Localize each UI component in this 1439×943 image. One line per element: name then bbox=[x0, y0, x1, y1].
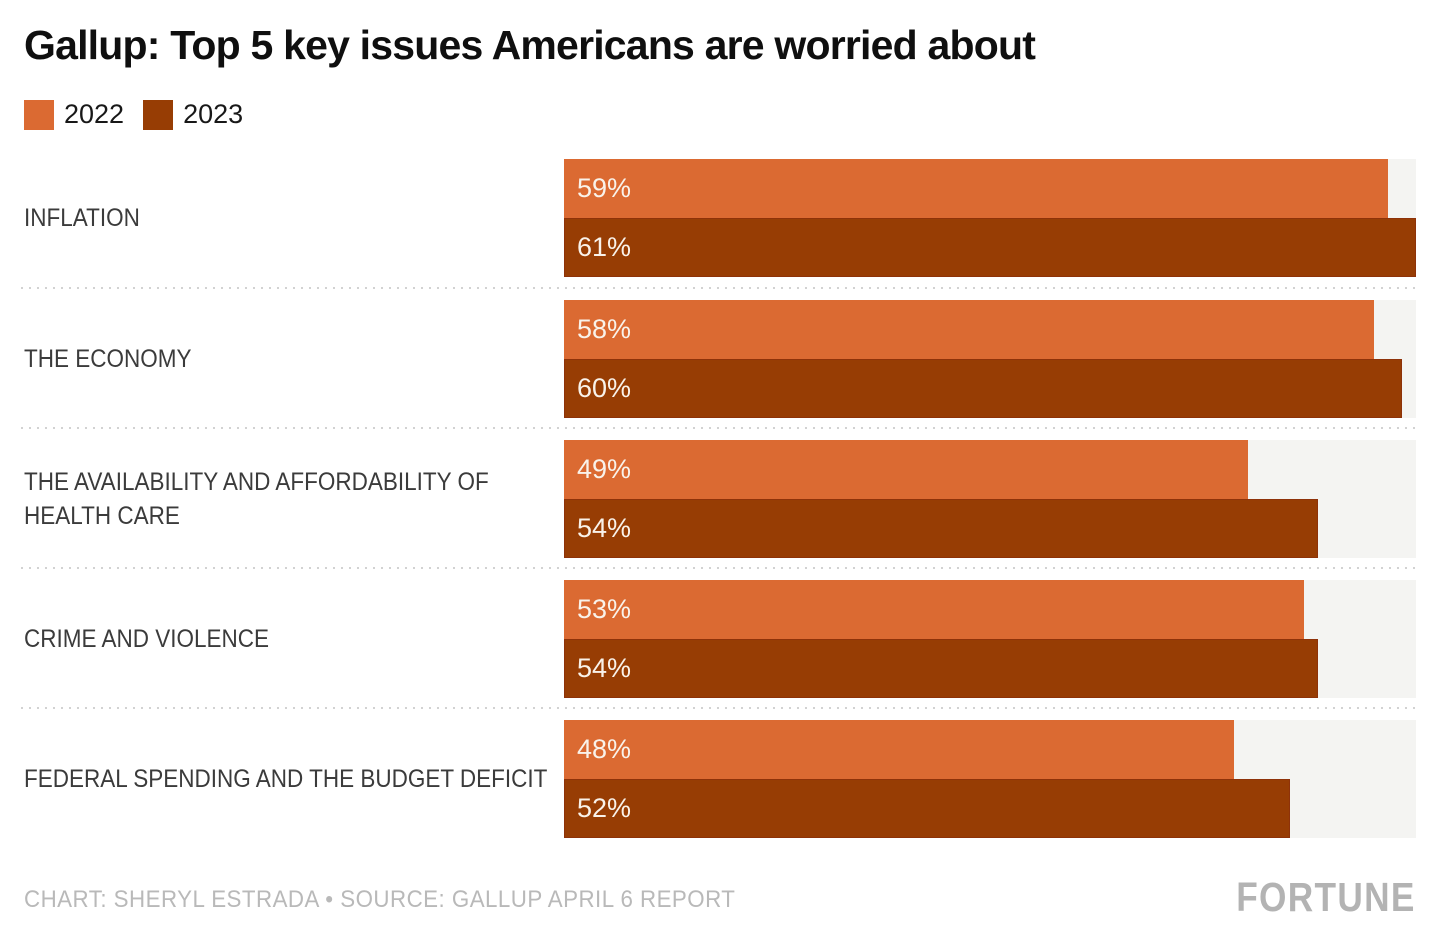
category-label: INFLATION bbox=[24, 159, 140, 277]
category-label-line: INFLATION bbox=[24, 203, 140, 232]
legend-label: 2023 bbox=[183, 99, 244, 129]
category-label-line: FEDERAL SPENDING AND THE BUDGET DEFICIT bbox=[24, 764, 548, 793]
bar-track: 59% 61% bbox=[564, 159, 1416, 277]
row-separator bbox=[21, 707, 1417, 709]
bar-2023: 54% bbox=[564, 499, 1319, 558]
fortune-logo: FORTUNE bbox=[1236, 874, 1416, 920]
bar-2023: 52% bbox=[564, 779, 1291, 838]
legend-item: 2022 bbox=[24, 99, 124, 130]
bar-track: 48% 52% bbox=[564, 720, 1416, 838]
bar-track: 53% 54% bbox=[564, 580, 1416, 698]
bar-value-label: 52% bbox=[577, 793, 632, 823]
chart-title: Gallup: Top 5 key issues Americans are w… bbox=[24, 22, 1036, 68]
bar-value-label: 60% bbox=[577, 373, 632, 403]
row-separator bbox=[21, 567, 1417, 569]
bar-2023: 54% bbox=[564, 639, 1319, 698]
bar-value-label: 53% bbox=[577, 594, 632, 624]
legend-item: 2023 bbox=[143, 99, 243, 130]
category-label-line: THE ECONOMY bbox=[24, 344, 192, 373]
category-label-line: CRIME AND VIOLENCE bbox=[24, 624, 270, 653]
bar-value-label: 58% bbox=[577, 314, 632, 344]
bar-2023: 60% bbox=[564, 359, 1403, 418]
category-label-line: HEALTH CARE bbox=[24, 502, 180, 530]
bar-track: 58% 60% bbox=[564, 300, 1416, 418]
legend-label: 2022 bbox=[64, 99, 125, 129]
bar-value-label: 54% bbox=[577, 513, 632, 543]
row-separator bbox=[21, 287, 1417, 289]
bar-2022: 59% bbox=[564, 159, 1389, 218]
bar-track: 49% 54% bbox=[564, 440, 1416, 558]
row-separator bbox=[21, 427, 1417, 429]
legend-swatch-icon bbox=[24, 99, 54, 130]
category-group: THE AVAILABILITY AND AFFORDABILITY OF HEA… bbox=[0, 440, 1439, 558]
bar-value-label: 49% bbox=[577, 454, 632, 484]
source-credit: CHART: SHERYL ESTRADA • SOURCE: GALLUP A… bbox=[24, 886, 736, 913]
category-group: INFLATION 59% 61% bbox=[0, 159, 1439, 277]
category-label: CRIME AND VIOLENCE bbox=[24, 580, 269, 698]
legend-swatch-icon bbox=[143, 99, 174, 130]
category-label: FEDERAL SPENDING AND THE BUDGET DEFICIT bbox=[24, 720, 548, 838]
category-group: THE ECONOMY 58% 60% bbox=[0, 300, 1439, 418]
category-label-line: THE AVAILABILITY AND AFFORDABILITY OF bbox=[24, 467, 489, 496]
bar-value-label: 48% bbox=[577, 734, 632, 764]
category-group: FEDERAL SPENDING AND THE BUDGET DEFICIT … bbox=[0, 720, 1439, 838]
bar-2022: 49% bbox=[564, 440, 1249, 499]
category-label: THE ECONOMY bbox=[24, 300, 192, 418]
bar-2022: 58% bbox=[564, 300, 1375, 359]
bar-value-label: 61% bbox=[577, 232, 632, 262]
bar-value-label: 59% bbox=[577, 173, 632, 203]
bar-value-label: 54% bbox=[577, 653, 632, 683]
category-label: THE AVAILABILITY AND AFFORDABILITY OF HEA… bbox=[24, 440, 489, 558]
category-group: CRIME AND VIOLENCE 53% 54% bbox=[0, 580, 1439, 698]
bar-2023: 61% bbox=[564, 218, 1416, 277]
bar-2022: 48% bbox=[564, 720, 1235, 779]
legend: 2022 2023 bbox=[24, 99, 243, 130]
bar-2022: 53% bbox=[564, 580, 1305, 639]
